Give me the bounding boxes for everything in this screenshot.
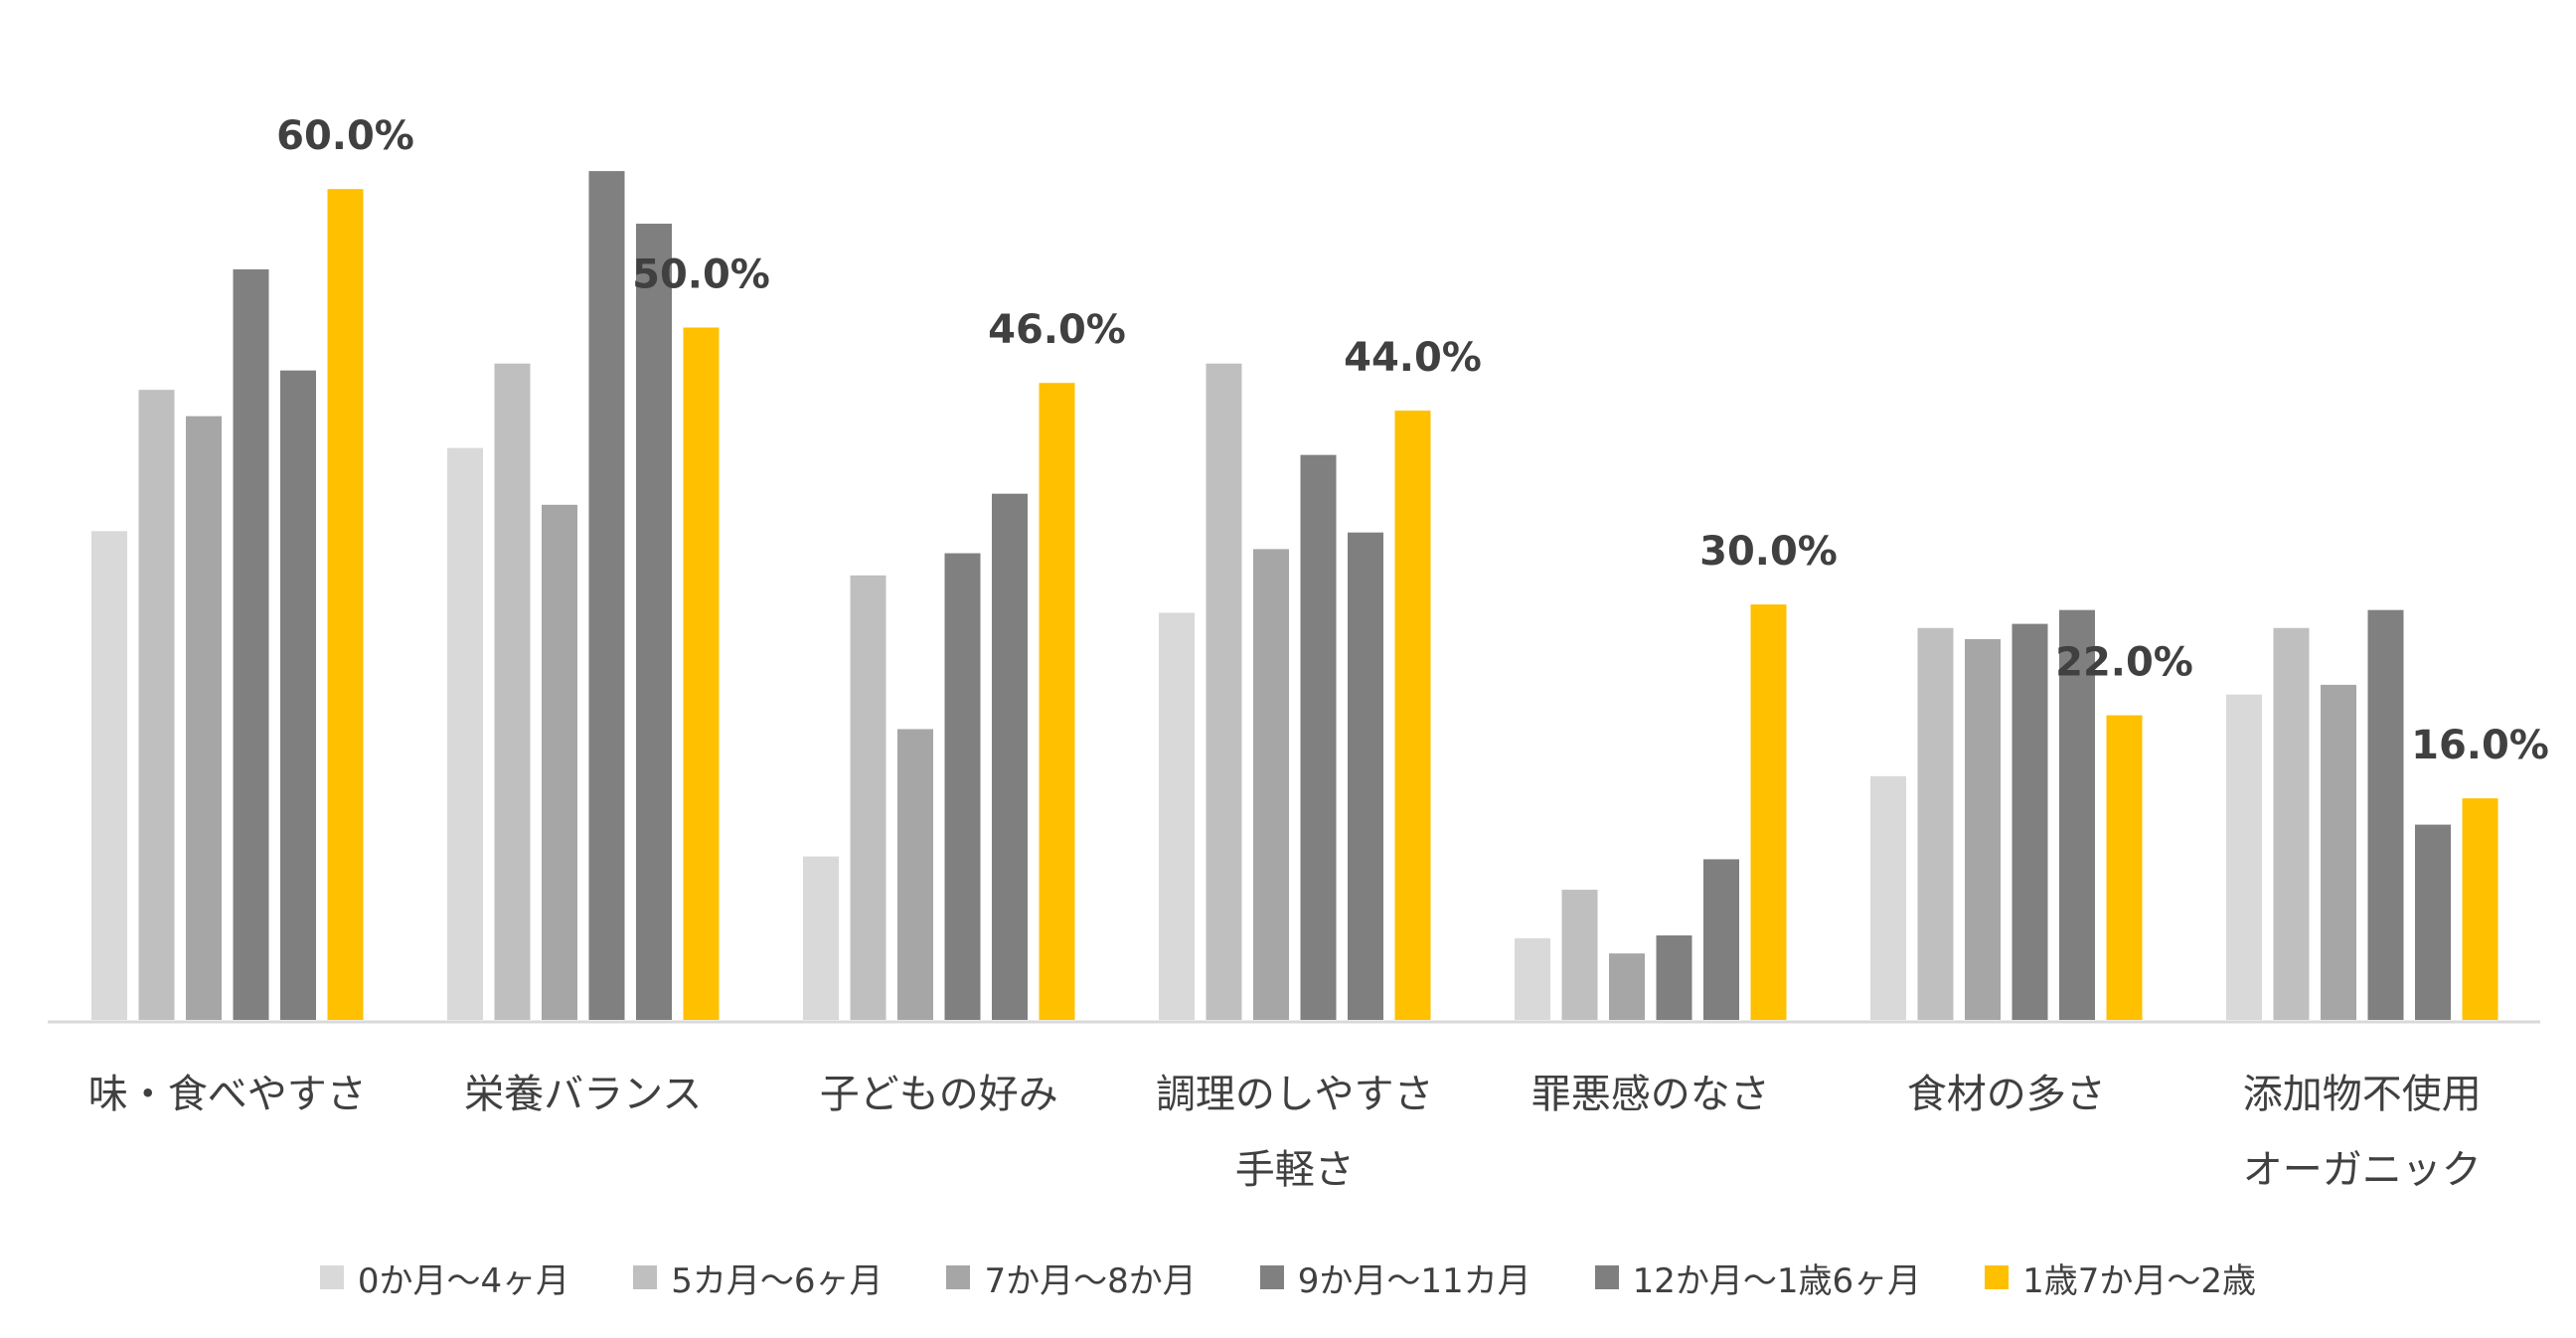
category-label-6-0: 添加物不使用 — [2243, 1072, 2482, 1117]
legend-label-0: 0か月〜4ヶ月 — [357, 1260, 570, 1301]
bar-2-3 — [1253, 549, 1289, 1020]
bar-4-1 — [636, 224, 672, 1020]
bar-3-5 — [2012, 623, 2048, 1020]
bar-5-4 — [1750, 604, 1787, 1020]
bar-4-3 — [1348, 532, 1383, 1020]
legend-item-1: 5カ月〜6ヶ月 — [633, 1254, 883, 1302]
bar-0-0 — [91, 531, 127, 1020]
bar-3-1 — [588, 171, 625, 1020]
legend: 0か月〜4ヶ月 5カ月〜6ヶ月 7か月〜8か月 9か月〜11カ月 12か月〜1歳6ヶ月 1… — [0, 1248, 2576, 1307]
legend-label-3: 9か月〜11カ月 — [1297, 1260, 1531, 1301]
legend-label-2: 7か月〜8か月 — [984, 1260, 1197, 1301]
bar-4-4 — [1703, 859, 1739, 1020]
bar-1-2 — [850, 575, 886, 1020]
bar-1-6 — [2273, 627, 2310, 1020]
legend-item-4: 12か月〜1歳6ヶ月 — [1594, 1254, 1922, 1302]
bar-2-4 — [1609, 953, 1645, 1020]
bar-3-3 — [1300, 454, 1337, 1020]
data-label-2: 46.0% — [988, 307, 1126, 353]
bar-3-6 — [2367, 609, 2404, 1020]
legend-swatch-0 — [319, 1265, 344, 1289]
bars — [91, 171, 2498, 1021]
bar-1-5 — [1917, 627, 1954, 1020]
bar-3-0 — [233, 268, 269, 1020]
bar-5-6 — [2462, 798, 2498, 1020]
data-label-3: 44.0% — [1344, 335, 1482, 381]
bar-0-4 — [1515, 937, 1550, 1020]
category-label-6-1: オーガニック — [2243, 1147, 2482, 1193]
bar-0-2 — [803, 856, 839, 1020]
bar-4-6 — [2415, 824, 2451, 1020]
bar-2-2 — [897, 729, 933, 1020]
bar-1-0 — [138, 390, 175, 1020]
bar-1-3 — [1206, 363, 1242, 1020]
data-label-5: 22.0% — [2055, 640, 2193, 686]
legend-label-5: 1歳7か月〜2歳 — [2022, 1260, 2257, 1301]
bar-2-0 — [186, 416, 222, 1021]
legend-swatch-5 — [1985, 1265, 2010, 1289]
category-label-2-0: 子どもの好み — [820, 1072, 1058, 1117]
legend-item-2: 7か月〜8か月 — [946, 1254, 1197, 1302]
legend-item-3: 9か月〜11カ月 — [1259, 1254, 1531, 1302]
bar-0-5 — [1870, 775, 1906, 1020]
bar-5-5 — [2106, 715, 2143, 1020]
bar-1-1 — [494, 363, 531, 1020]
bar-4-5 — [2059, 609, 2095, 1020]
bar-5-3 — [1394, 411, 1431, 1021]
legend-swatch-1 — [633, 1265, 658, 1289]
bar-0-6 — [2226, 694, 2262, 1020]
bar-2-1 — [542, 504, 577, 1021]
category-label-3-0: 調理のしやすさ — [1156, 1072, 1434, 1117]
bar-chart: 60.0% 50.0% 46.0% 44.0% 30.0% 22.0% 16.0% 味・食べ… — [48, 113, 2549, 1193]
category-label-1-0: 栄養バランス — [464, 1072, 702, 1117]
category-label-4-0: 罪悪感のなさ — [1531, 1072, 1770, 1117]
category-label-3-1: 手軽さ — [1235, 1147, 1355, 1193]
bar-3-4 — [1656, 935, 1692, 1020]
bar-3-2 — [944, 553, 981, 1020]
bar-2-6 — [2321, 684, 2356, 1020]
legend-swatch-3 — [1259, 1265, 1284, 1289]
data-label-4: 30.0% — [1699, 529, 1838, 575]
category-label-0-0: 味・食べやすさ — [88, 1072, 367, 1117]
data-label-6: 16.0% — [2411, 723, 2549, 768]
bar-2-5 — [1965, 638, 2001, 1020]
legend-swatch-2 — [946, 1265, 971, 1289]
bar-5-2 — [1039, 383, 1075, 1021]
bar-5-1 — [683, 327, 720, 1020]
data-label-0: 60.0% — [276, 113, 414, 159]
bar-4-0 — [280, 370, 316, 1021]
legend-label-1: 5カ月〜6ヶ月 — [671, 1260, 884, 1301]
bar-1-4 — [1561, 890, 1598, 1020]
data-label-1: 50.0% — [632, 252, 770, 298]
legend-item-0: 0か月〜4ヶ月 — [319, 1254, 570, 1302]
bar-0-1 — [447, 447, 483, 1020]
bar-4-2 — [992, 493, 1028, 1020]
bar-5-0 — [327, 189, 364, 1020]
bar-0-3 — [1159, 612, 1195, 1020]
data-labels: 60.0% 50.0% 46.0% 44.0% 30.0% 22.0% 16.0% — [276, 113, 2549, 768]
legend-item-5: 1歳7か月〜2歳 — [1985, 1254, 2256, 1302]
category-label-5-0: 食材の多さ — [1907, 1072, 2106, 1117]
legend-label-4: 12か月〜1歳6ヶ月 — [1632, 1260, 1922, 1301]
legend-swatch-4 — [1594, 1265, 1619, 1289]
